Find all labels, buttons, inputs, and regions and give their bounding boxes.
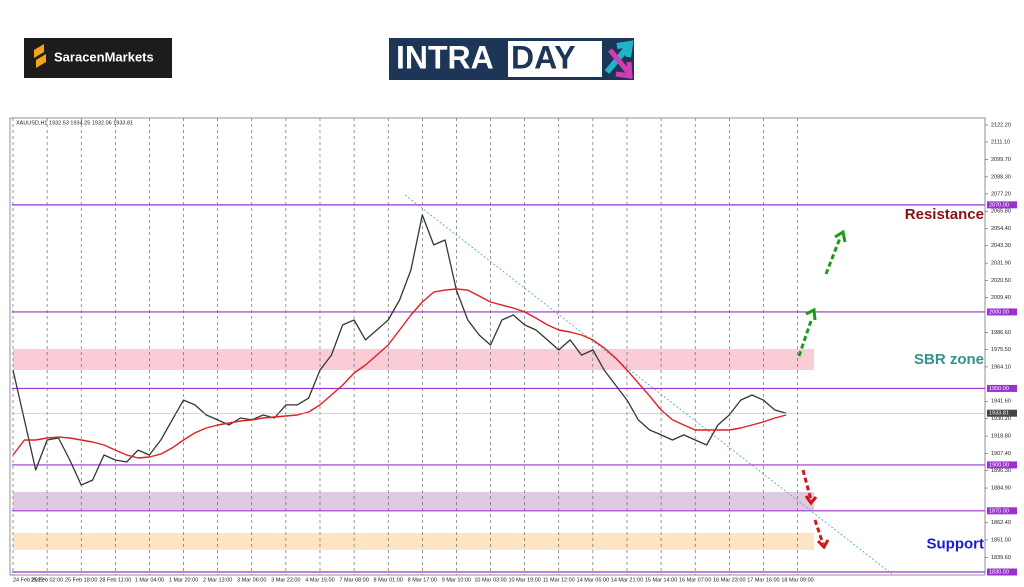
level-tag — [987, 507, 1017, 515]
level-tag — [987, 461, 1017, 469]
x-tick-label: 18 Mar 09:00 — [781, 577, 813, 583]
y-tick-label: 1839.60 — [991, 555, 1011, 561]
y-tick-label: 2009.40 — [991, 295, 1011, 301]
y-tick-label: 2020.50 — [991, 278, 1011, 284]
x-tick-label: 9 Mar 10:00 — [442, 577, 471, 583]
level-label: 1900.00 — [989, 462, 1009, 468]
y-tick-label: 1930.20 — [991, 416, 1011, 422]
level-label: 1870.00 — [989, 508, 1009, 514]
down-arrow — [801, 469, 813, 501]
logo-icon — [34, 44, 46, 68]
logo-text: DAY — [511, 39, 576, 75]
level-tag — [987, 201, 1017, 209]
x-tick-label: 8 Mar 01:00 — [374, 577, 403, 583]
zone — [13, 348, 814, 371]
x-tick-label: 10 Mar 03:00 — [474, 577, 506, 583]
x-tick-label: 1 Mar 20:00 — [169, 577, 198, 583]
level-label: 1950.00 — [989, 386, 1009, 392]
x-tick-label: 28 Feb 11:00 — [99, 577, 131, 583]
level-label: 2000.00 — [989, 309, 1009, 315]
x-tick-label: 2 Mar 13:00 — [203, 577, 232, 583]
x-tick-label: 3 Mar 06:00 — [237, 577, 266, 583]
x-tick-label: 14 Mar 21:00 — [611, 577, 643, 583]
y-tick-label: 1884.90 — [991, 485, 1011, 491]
chart-title: XAUUSD,H1 1932.53 1934.25 1932.06 1933.8… — [16, 120, 133, 126]
logo-text: INTRA — [396, 39, 494, 75]
x-tick-label: 8 Mar 17:00 — [408, 577, 437, 583]
y-tick-label: 2088.30 — [991, 174, 1011, 180]
y-tick-label: 1941.60 — [991, 399, 1011, 405]
x-tick-label: 16 Mar 23:00 — [713, 577, 745, 583]
x-tick-label: 3 Mar 22:00 — [271, 577, 300, 583]
y-tick-label: 2077.20 — [991, 191, 1011, 197]
x-tick-label: 10 Mar 19:00 — [508, 577, 540, 583]
y-tick-label: 1851.00 — [991, 537, 1011, 543]
intraday-logo: INTRA DAY — [389, 38, 634, 80]
y-tick-label: 1975.50 — [991, 347, 1011, 353]
level-tag — [987, 308, 1017, 316]
x-tick-label: 24 Feb 2022 — [13, 577, 44, 583]
x-tick-label: 14 Mar 05:00 — [577, 577, 609, 583]
y-tick-label: 2054.40 — [991, 226, 1011, 232]
ma-line — [12, 288, 787, 459]
chart-frame — [9, 117, 986, 576]
arrow-head — [804, 495, 818, 506]
logo-arrow — [608, 48, 633, 79]
y-tick-label: 1862.40 — [991, 520, 1011, 526]
x-tick-label: 16 Mar 07:00 — [679, 577, 711, 583]
y-tick-label: 2031.90 — [991, 261, 1011, 267]
logo-box — [24, 38, 172, 78]
level-tag — [987, 568, 1017, 576]
arrows — [797, 229, 847, 550]
annotation: Support — [927, 535, 985, 552]
y-tick-label: 1986.60 — [991, 330, 1011, 336]
y-tick-label: 2122.20 — [991, 122, 1011, 128]
arrow-head — [805, 307, 817, 321]
zone — [13, 532, 814, 550]
level-label: 2070.00 — [989, 202, 1009, 208]
y-tick-label: 2099.70 — [991, 157, 1011, 163]
up-arrow — [824, 237, 842, 275]
level-label: 1830.00 — [989, 569, 1009, 575]
brand-name: SaracenMarkets — [54, 49, 154, 64]
x-tick-label: 11 Mar 12:00 — [543, 577, 575, 583]
x-tick-label: 25 Feb 02:00 — [31, 577, 63, 583]
annotation: SBR zone — [914, 351, 984, 368]
annotation: Resistance — [905, 206, 984, 223]
y-tick-label: 2043.30 — [991, 243, 1011, 249]
y-tick-label: 1896.30 — [991, 468, 1011, 474]
y-tick-label: 1918.80 — [991, 434, 1011, 440]
y-tick-label: 1964.10 — [991, 364, 1011, 370]
x-tick-label: 15 Mar 14:00 — [645, 577, 677, 583]
arrow-head — [816, 539, 830, 550]
arrow-head — [834, 229, 847, 243]
trend-line — [404, 194, 893, 575]
y-tick-label: 2065.80 — [991, 209, 1011, 215]
x-tick-label: 7 Mar 08:00 — [339, 577, 368, 583]
level-tag — [987, 384, 1017, 392]
y-tick-label: 2111.10 — [991, 139, 1010, 145]
logo-highlight — [508, 41, 602, 77]
up-arrow — [797, 317, 814, 357]
zone — [13, 491, 814, 511]
y-tick-label: 1907.40 — [991, 451, 1011, 457]
x-tick-label: 25 Feb 18:00 — [65, 577, 97, 583]
last-price-tag — [987, 409, 1017, 417]
down-arrow — [813, 519, 825, 545]
x-tick-label: 1 Mar 04:00 — [135, 577, 164, 583]
price-line — [12, 214, 787, 486]
saracen-logo: SaracenMarkets — [24, 38, 172, 78]
x-tick-label: 17 Mar 16:00 — [747, 577, 779, 583]
x-tick-label: 4 Mar 15:00 — [305, 577, 334, 583]
last-price-label: 1933.81 — [989, 411, 1009, 417]
